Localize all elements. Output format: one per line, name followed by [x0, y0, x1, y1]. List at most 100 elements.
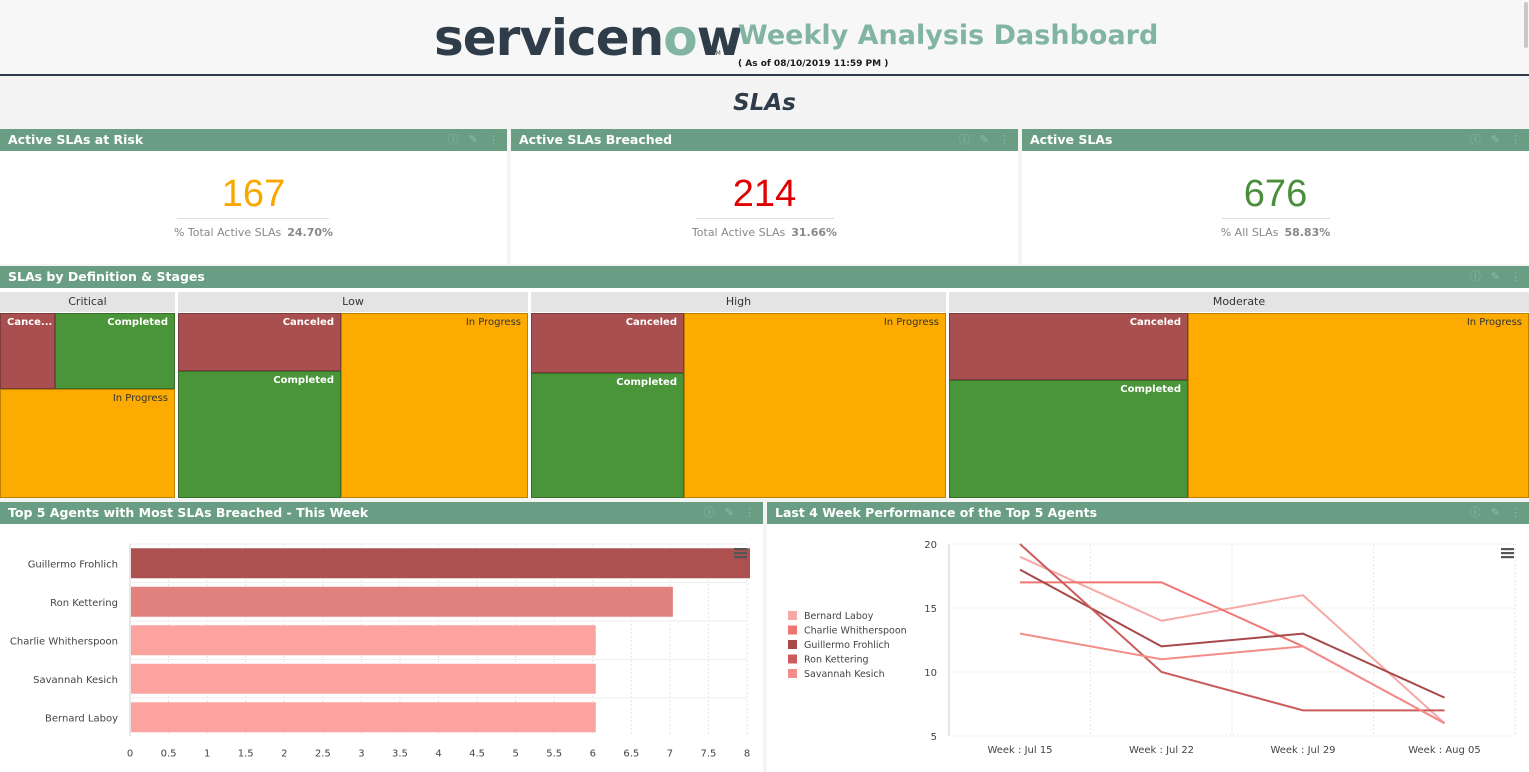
y-tick-label: 10: [924, 668, 937, 679]
treemap-cell-moderate-completed[interactable]: Completed: [949, 380, 1188, 498]
more-icon[interactable]: ⋮: [488, 133, 499, 146]
cell-label: Completed: [1120, 384, 1181, 395]
more-icon[interactable]: ⋮: [744, 506, 755, 519]
widget-header: Active SLAs at Risk ⓘ ✎ ⋮: [0, 129, 507, 151]
x-tick-label: 2.5: [315, 749, 331, 760]
kpi-subtext: Total Active SLAs 31.66%: [511, 226, 1018, 239]
widget-title: Active SLAs: [1030, 132, 1113, 147]
y-category-label: Charlie Whitherspoon: [10, 636, 118, 647]
widget-header: Active SLAs ⓘ ✎ ⋮: [1022, 129, 1529, 151]
more-icon[interactable]: ⋮: [1510, 270, 1521, 283]
x-tick-label: 6.5: [623, 749, 639, 760]
treemap-cell-moderate-canceled[interactable]: Canceled: [949, 313, 1188, 380]
kpi-value[interactable]: 167: [221, 173, 286, 215]
bar-chart-widget: Top 5 Agents with Most SLAs Breached - T…: [0, 502, 763, 772]
dashboard-header: servicenow TM Weekly Analysis Dashboard …: [0, 0, 1529, 76]
treemap-cell-high-inprogress[interactable]: In Progress: [684, 313, 946, 498]
bar: [131, 548, 750, 579]
x-tick-label: 1: [204, 749, 210, 760]
info-icon[interactable]: ⓘ: [1469, 506, 1481, 519]
cell-label: In Progress: [112, 393, 168, 404]
cell-label: Canceled: [1129, 317, 1181, 328]
kpi-value[interactable]: 214: [732, 173, 797, 215]
widget-title: Active SLAs Breached: [519, 132, 673, 147]
edit-icon[interactable]: ✎: [1490, 133, 1500, 146]
cell-label: Cance...: [7, 317, 53, 328]
logo-text-a: servicen: [434, 9, 664, 67]
y-tick-label: 20: [924, 540, 937, 551]
bar-chart: 0 0.5 1 1.5 2 2.5 3 3.5 4 4.5 5 5.5 6 6.5 7 7.5 8 Guiller…: [10, 543, 750, 760]
edit-icon[interactable]: ✎: [724, 506, 734, 519]
kpi-sub-label: % All SLAs: [1220, 226, 1279, 239]
more-icon[interactable]: ⋮: [1510, 133, 1521, 146]
scrollbar-thumb[interactable]: [1524, 2, 1528, 48]
info-icon[interactable]: ⓘ: [703, 506, 715, 519]
legend-swatch: [788, 669, 797, 678]
x-tick-label: Week : Jul 15: [987, 745, 1052, 756]
legend-label: Charlie Whitherspoon: [804, 626, 907, 637]
more-icon[interactable]: ⋮: [999, 133, 1010, 146]
legend-swatch: [788, 611, 797, 620]
info-icon[interactable]: ⓘ: [447, 133, 459, 146]
divider: [177, 218, 329, 219]
treemap-cell-low-inprogress[interactable]: In Progress: [341, 313, 528, 498]
kpi-value[interactable]: 676: [1243, 173, 1308, 215]
legend-swatch: [788, 654, 797, 664]
cell-label: In Progress: [465, 317, 521, 328]
chart-menu-icon[interactable]: [1501, 548, 1514, 559]
x-tick-label: 1.5: [238, 749, 254, 760]
treemap-cell-critical-canceled[interactable]: Cance...: [0, 313, 55, 389]
kpi-subtext: % Total Active SLAs 24.70%: [0, 226, 507, 239]
cell-label: Completed: [616, 377, 677, 388]
edit-icon[interactable]: ✎: [979, 133, 989, 146]
treemap-cell-low-canceled[interactable]: Canceled: [178, 313, 341, 371]
kpi-subtext: % All SLAs 58.83%: [1022, 226, 1529, 239]
treemap-cell-critical-inprogress[interactable]: In Progress: [0, 389, 175, 498]
kpi-sub-value: 58.83%: [1284, 226, 1331, 239]
section-title: SLAs: [0, 78, 1529, 128]
x-tick-label: 5.5: [546, 749, 562, 760]
x-tick-label: 8: [744, 749, 750, 760]
treemap-cell-high-canceled[interactable]: Canceled: [531, 313, 684, 373]
widget-title: Active SLAs at Risk: [8, 132, 144, 147]
cell-label: In Progress: [883, 317, 939, 328]
info-icon[interactable]: ⓘ: [1469, 133, 1481, 146]
x-tick-label: 3: [358, 749, 364, 760]
series-line: [1019, 555, 1446, 724]
logo-text-o: o: [663, 9, 697, 67]
y-tick-label: 15: [924, 604, 937, 615]
kpi-sub-label: Total Active SLAs: [691, 226, 786, 239]
cell-label: Canceled: [625, 317, 677, 328]
edit-icon[interactable]: ✎: [1490, 506, 1500, 519]
x-tick-label: Week : Jul 29: [1270, 745, 1335, 756]
y-category-label: Savannah Kesich: [33, 675, 118, 686]
treemap-group-low: Low: [178, 292, 528, 312]
y-category-label: Guillermo Frohlich: [28, 559, 118, 570]
x-tick-label: 0.5: [161, 749, 177, 760]
edit-icon[interactable]: ✎: [1490, 270, 1500, 283]
info-icon[interactable]: ⓘ: [1469, 270, 1481, 283]
cell-label: Completed: [273, 375, 334, 386]
widget-header: Top 5 Agents with Most SLAs Breached - T…: [0, 502, 763, 524]
y-tick-label: 5: [931, 732, 937, 743]
treemap-cell-high-completed[interactable]: Completed: [531, 373, 684, 498]
widget-title: Top 5 Agents with Most SLAs Breached - T…: [8, 505, 369, 520]
more-icon[interactable]: ⋮: [1510, 506, 1521, 519]
info-icon[interactable]: ⓘ: [958, 133, 970, 146]
cell-label: In Progress: [1466, 317, 1522, 328]
x-tick-label: 0: [127, 749, 133, 760]
edit-icon[interactable]: ✎: [468, 133, 478, 146]
chart-menu-icon[interactable]: [734, 548, 747, 559]
treemap-cell-moderate-inprogress[interactable]: In Progress: [1188, 313, 1529, 498]
servicenow-logo: servicenow: [434, 8, 743, 68]
logo-trademark: TM: [712, 50, 721, 57]
kpi-sub-value: 31.66%: [791, 226, 838, 239]
x-tick-label: Week : Aug 05: [1408, 745, 1481, 756]
kpi-widget-breached: Active SLAs Breached ⓘ ✎ ⋮ 214 Total Activ…: [511, 129, 1018, 264]
kpi-sub-value: 24.70%: [287, 226, 334, 239]
y-category-label: Ron Kettering: [50, 598, 118, 609]
bar: [131, 663, 596, 694]
treemap-cell-low-completed[interactable]: Completed: [178, 371, 341, 498]
widget-header: SLAs by Definition & Stages ⓘ ✎ ⋮: [0, 266, 1529, 288]
treemap-cell-critical-completed[interactable]: Completed: [55, 313, 175, 389]
